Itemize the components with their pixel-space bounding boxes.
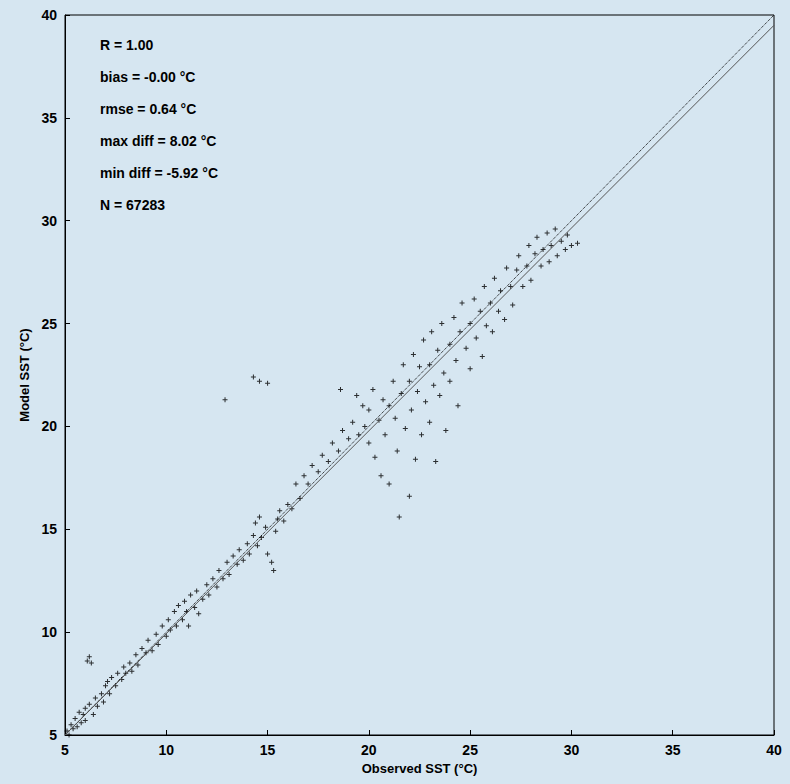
svg-text:20: 20 [361, 742, 377, 758]
svg-text:40: 40 [41, 7, 57, 23]
svg-text:rmse = 0.64 °C: rmse = 0.64 °C [100, 101, 196, 117]
svg-text:15: 15 [260, 742, 276, 758]
svg-text:10: 10 [158, 742, 174, 758]
svg-text:5: 5 [61, 742, 69, 758]
svg-text:40: 40 [766, 742, 782, 758]
svg-text:30: 30 [41, 213, 57, 229]
svg-text:5: 5 [49, 727, 57, 743]
svg-text:Model SST (°C): Model SST (°C) [17, 328, 32, 421]
svg-text:N = 67283: N = 67283 [100, 197, 165, 213]
svg-text:10: 10 [41, 624, 57, 640]
svg-text:25: 25 [462, 742, 478, 758]
svg-text:35: 35 [665, 742, 681, 758]
svg-text:min diff = -5.92 °C: min diff = -5.92 °C [100, 165, 218, 181]
svg-text:Observed SST (°C): Observed SST (°C) [362, 761, 478, 776]
svg-text:35: 35 [41, 110, 57, 126]
svg-text:R = 1.00: R = 1.00 [100, 37, 154, 53]
svg-text:max diff = 8.02 °C: max diff = 8.02 °C [100, 133, 216, 149]
svg-text:bias = -0.00 °C: bias = -0.00 °C [100, 69, 195, 85]
svg-text:25: 25 [41, 316, 57, 332]
svg-text:15: 15 [41, 521, 57, 537]
svg-text:30: 30 [564, 742, 580, 758]
svg-text:20: 20 [41, 418, 57, 434]
